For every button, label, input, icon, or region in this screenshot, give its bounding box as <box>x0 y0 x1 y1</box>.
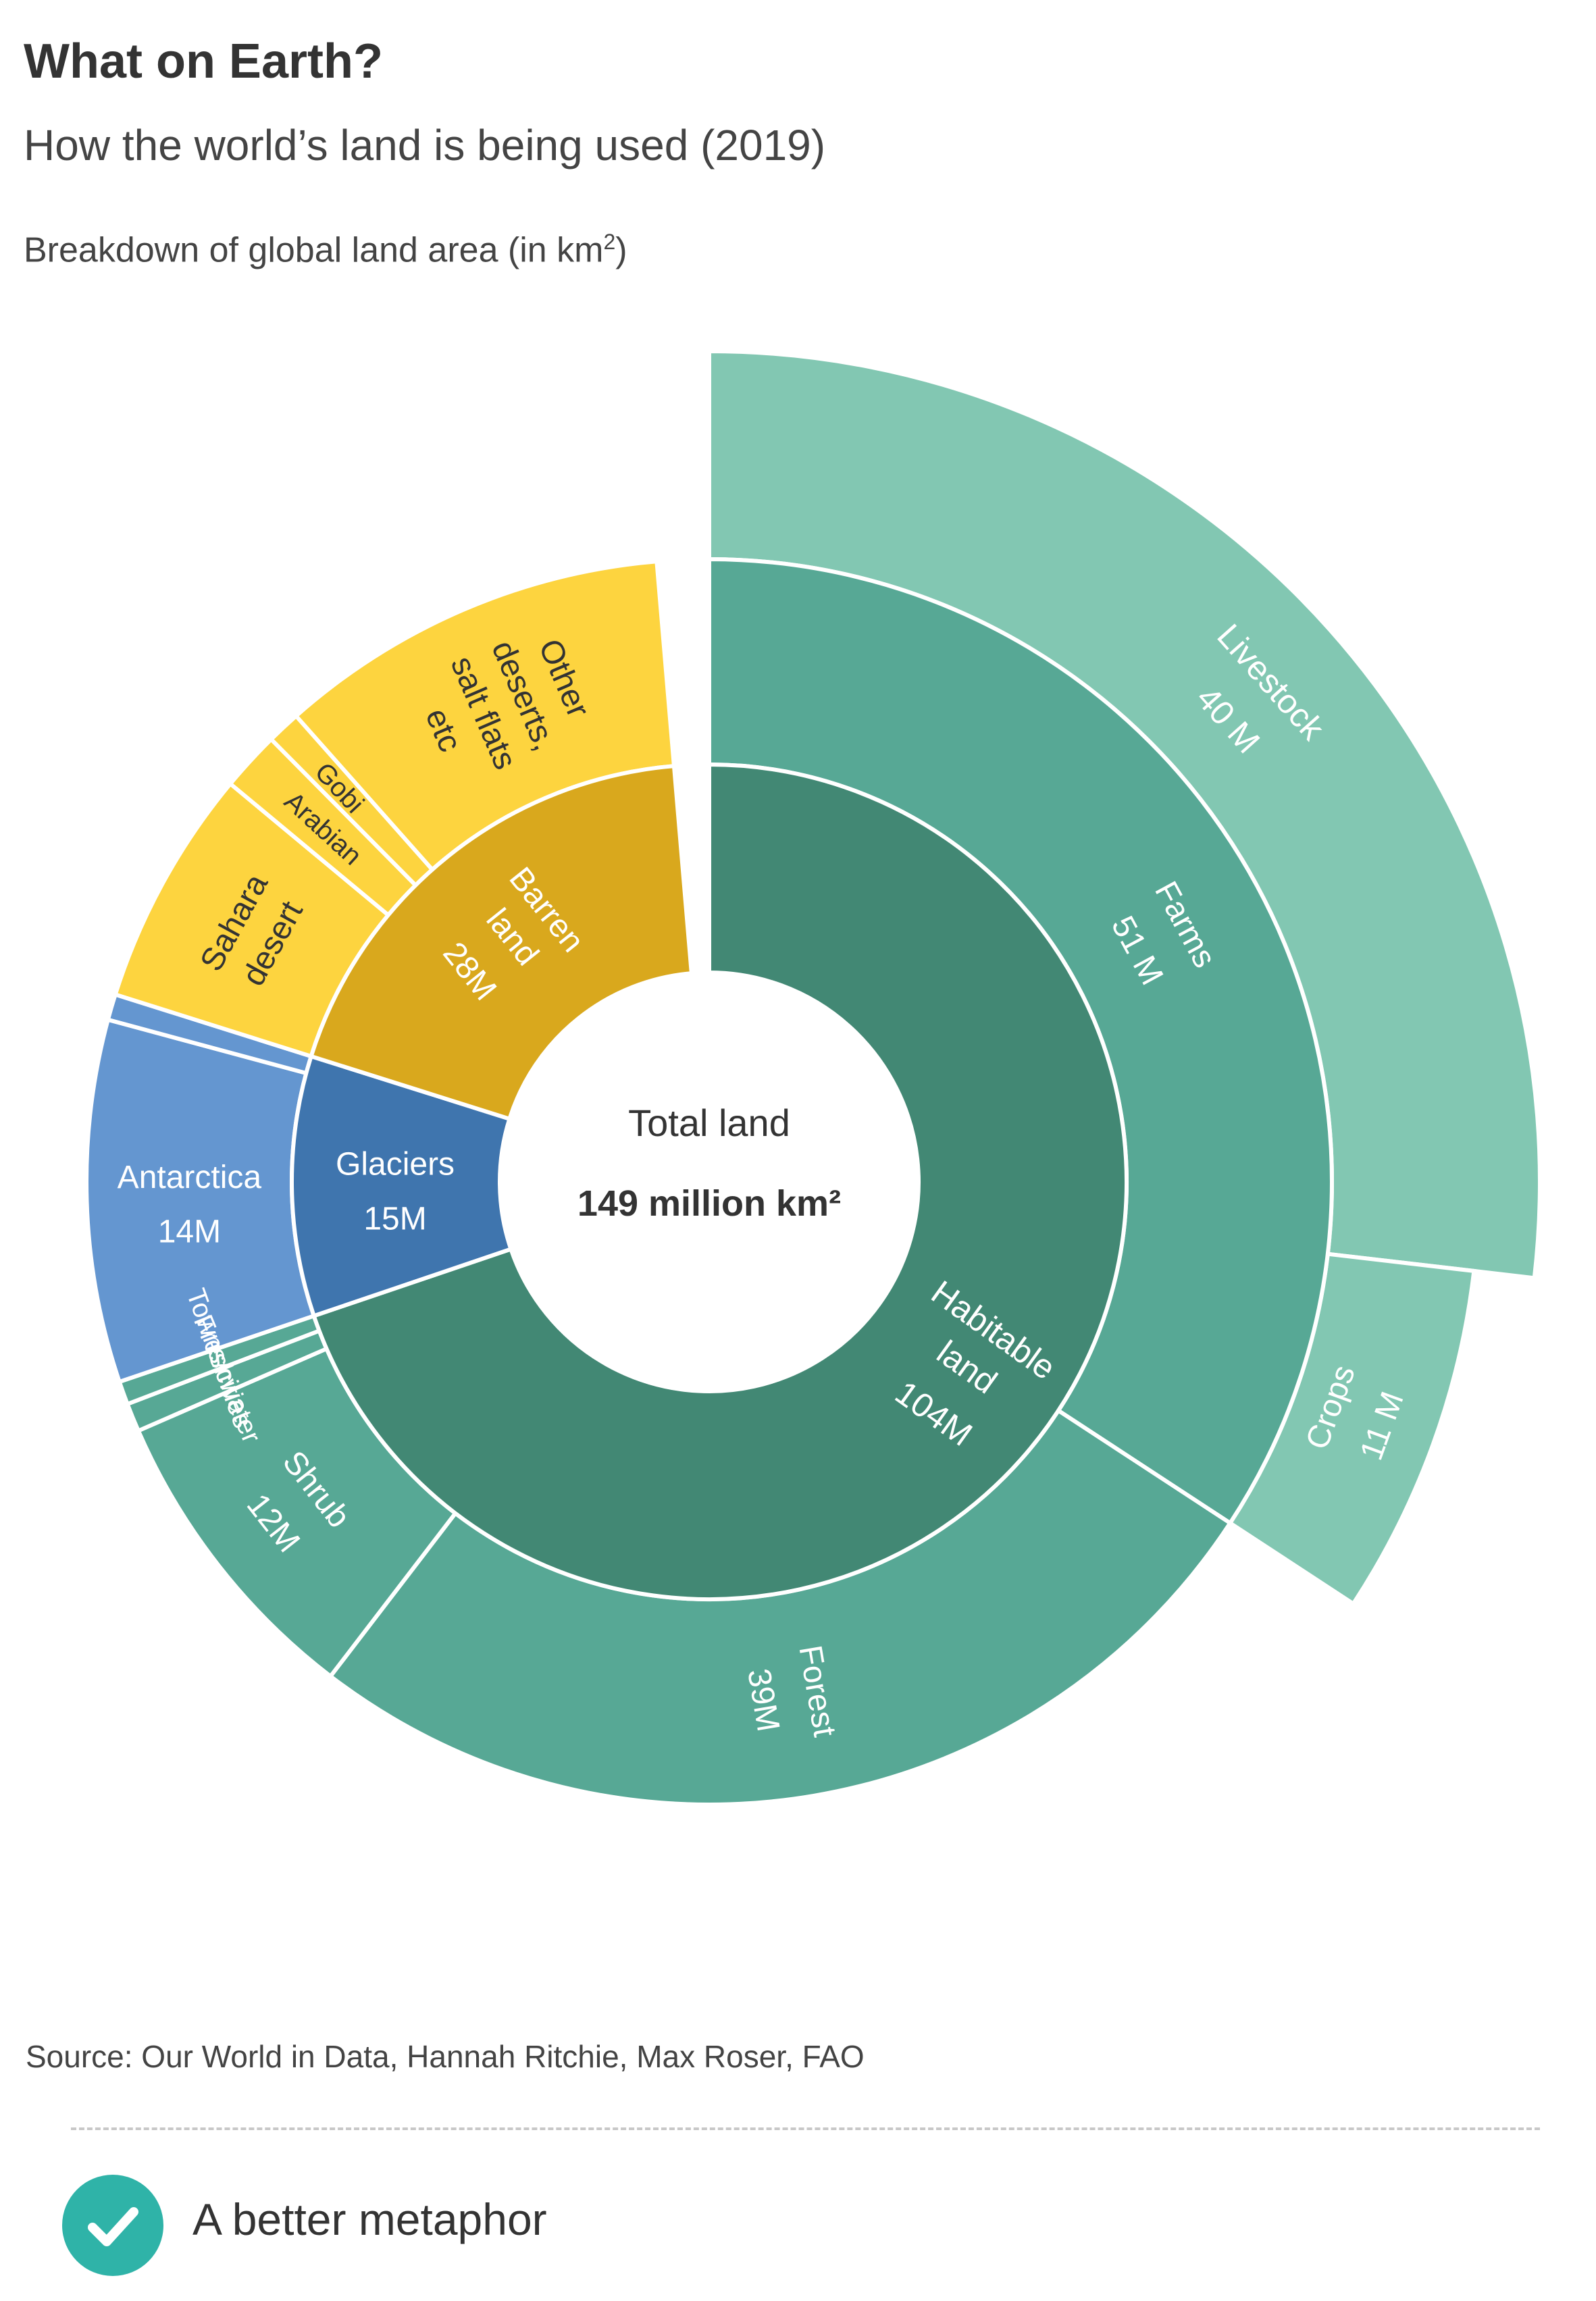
chart-center: Total land 149 million km² <box>577 1102 841 1224</box>
caption-superscript: 2 <box>603 230 616 254</box>
caption-text: Breakdown of global land area (in km <box>24 230 604 270</box>
check-icon <box>88 2207 138 2246</box>
center-hole <box>500 973 919 1391</box>
center-total: 149 million km² <box>577 1183 841 1224</box>
label-line: Glaciers <box>336 1146 455 1182</box>
chart-segments <box>84 348 1542 1807</box>
chart-subtitle: How the world’s land is being used (2019… <box>24 121 826 170</box>
label-glaciers: Glaciers 15M <box>336 1146 455 1237</box>
check-badge <box>62 2175 163 2276</box>
center-label: Total land <box>628 1102 790 1144</box>
source-note: Source: Our World in Data, Hannah Ritchi… <box>26 2039 865 2074</box>
chart-caption: Breakdown of global land area (in km2) <box>24 230 627 270</box>
label-line: Antarctica <box>118 1160 262 1195</box>
label-antarctica: Antarctica 14M <box>118 1160 262 1250</box>
footer-divider <box>71 2127 1540 2130</box>
caption-suffix: ) <box>615 230 627 270</box>
label-line: 14M <box>158 1214 221 1250</box>
chart-title: What on Earth? <box>24 34 383 88</box>
label-line: 15M <box>363 1201 426 1237</box>
verdict-text: A better metaphor <box>192 2194 547 2244</box>
